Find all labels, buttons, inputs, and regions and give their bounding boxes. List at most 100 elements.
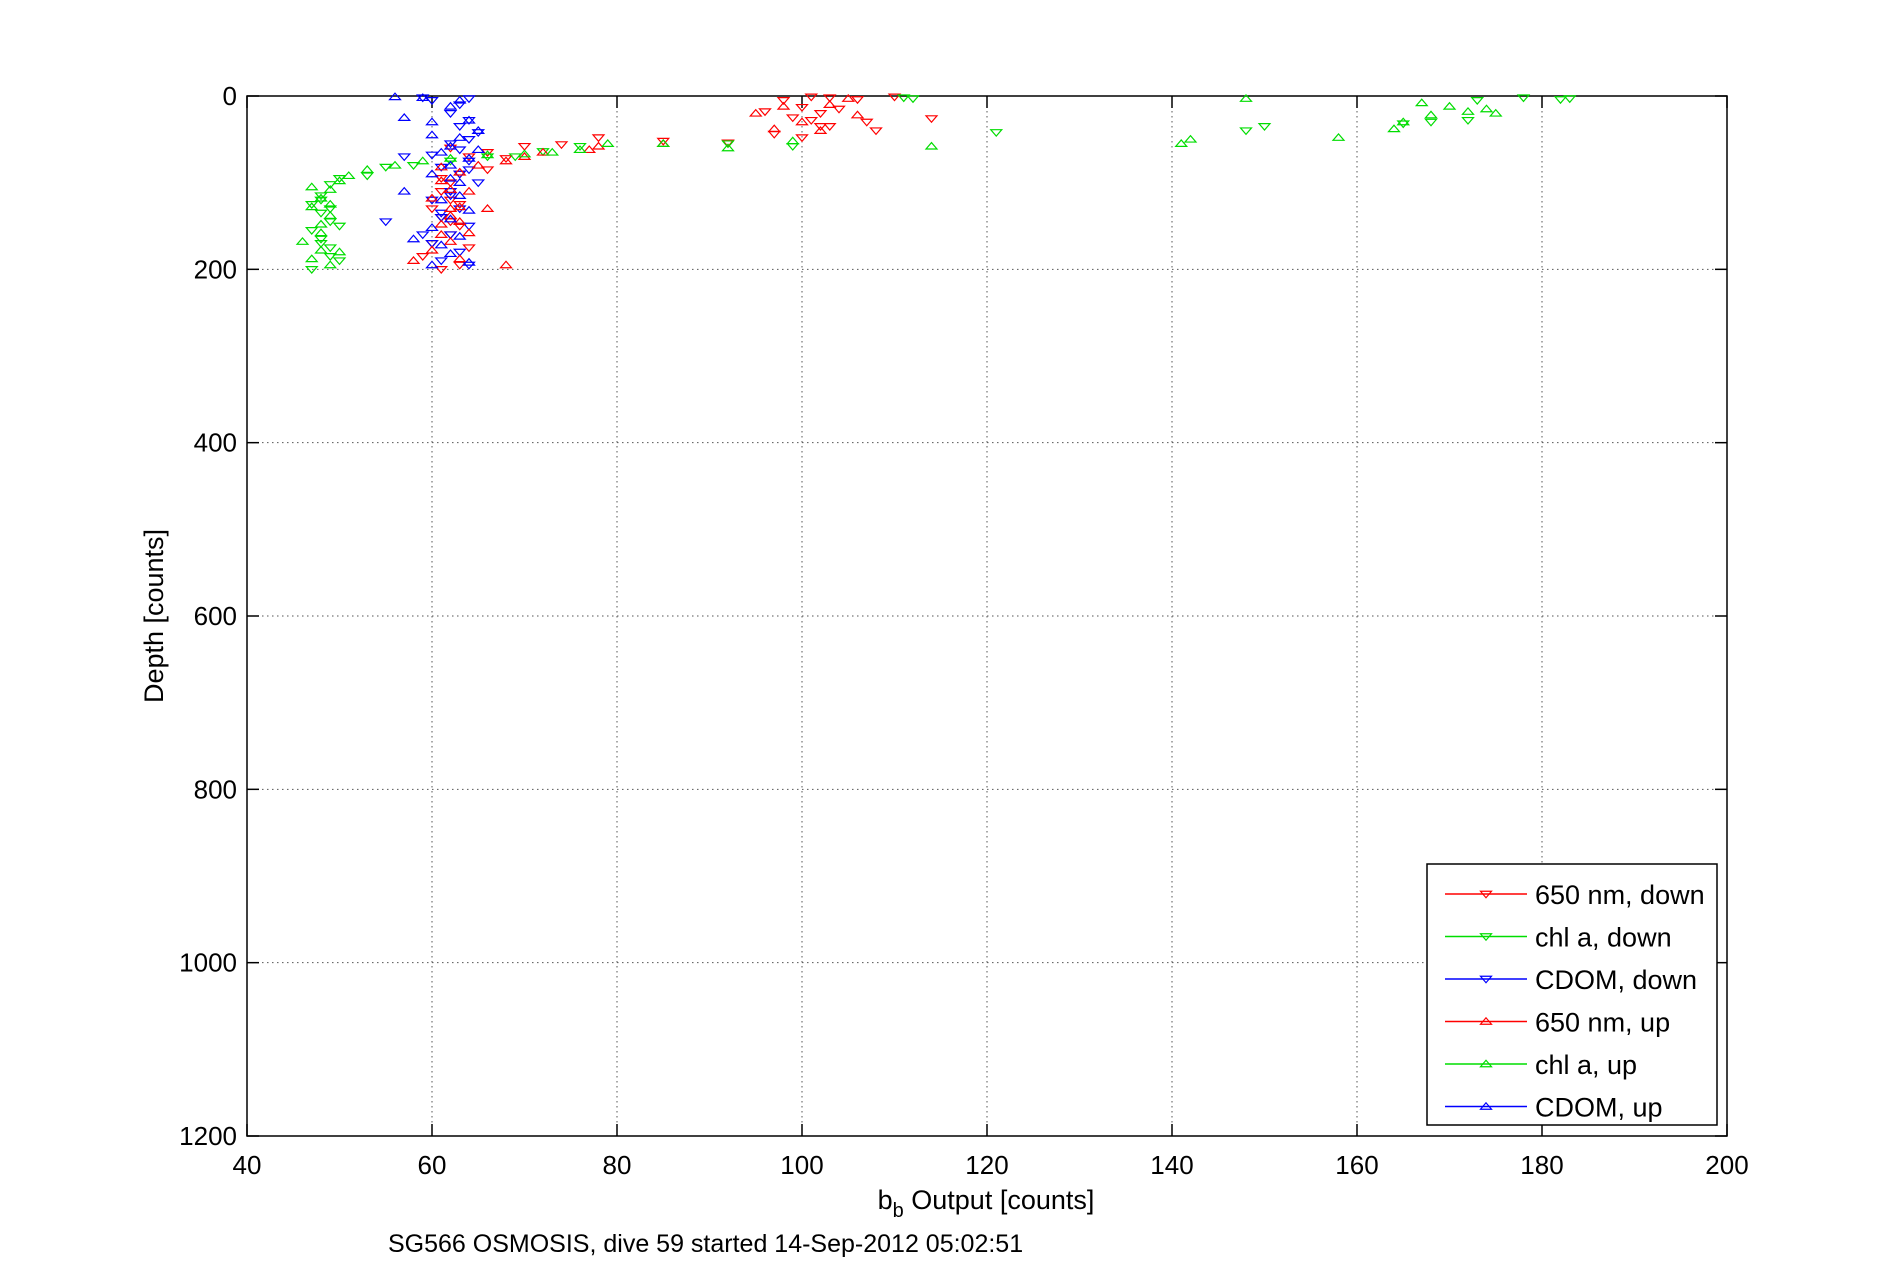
point-chl-a-down <box>314 209 328 218</box>
point-650-nm-up <box>443 184 458 193</box>
point-cdom-down <box>462 136 476 144</box>
point-cdom-up <box>397 113 412 121</box>
point-chl-a-up <box>1239 93 1253 102</box>
legend-label-chl-a-down: chl a, down <box>1535 923 1672 953</box>
point-chl-a-down <box>1239 127 1253 136</box>
point-650-nm-down <box>656 137 671 146</box>
point-650-nm-up <box>452 202 467 211</box>
x-axis-label-rest: Output [counts] <box>904 1185 1095 1215</box>
point-cdom-down <box>452 146 467 155</box>
point-650-nm-down <box>822 123 837 131</box>
point-650-nm-up <box>517 152 532 160</box>
point-650-nm-up <box>767 124 782 133</box>
y-tick-label: 200 <box>194 254 237 284</box>
point-cdom-up <box>443 101 458 110</box>
point-cdom-up <box>388 92 402 101</box>
point-cdom-up <box>462 153 476 162</box>
point-chl-a-up <box>323 199 338 208</box>
point-chl-a-up <box>1479 104 1494 113</box>
x-tick-label: 200 <box>1705 1150 1748 1180</box>
point-cdom-down <box>452 101 467 110</box>
point-650-nm-up <box>536 147 550 156</box>
point-cdom-down <box>378 218 393 227</box>
point-cdom-up <box>471 145 486 154</box>
point-chl-a-down <box>323 181 338 190</box>
point-650-nm-down <box>850 96 865 105</box>
point-chl-a-down <box>1470 97 1485 105</box>
point-650-nm-down <box>452 222 467 231</box>
point-650-nm-down <box>434 175 449 183</box>
point-chl-a-up <box>323 260 338 269</box>
legend-marker-cdom-down <box>1479 975 1493 984</box>
point-chl-a-down <box>314 240 328 248</box>
point-cdom-down <box>434 163 449 172</box>
point-chl-a-up <box>304 202 319 211</box>
point-chl-a-up <box>388 160 402 169</box>
point-cdom-up <box>452 95 467 104</box>
point-650-nm-down <box>804 116 819 125</box>
point-chl-a-up <box>517 149 532 158</box>
point-chl-a-up <box>545 147 560 156</box>
x-tick-label: 60 <box>418 1150 447 1180</box>
point-cdom-up <box>434 240 449 249</box>
legend: 650 nm, down chl a, down CDOM, down 650 nm,… <box>1426 863 1718 1126</box>
point-650-nm-up <box>443 236 458 245</box>
point-cdom-down <box>434 209 449 218</box>
point-chl-a-down <box>323 205 338 214</box>
point-650-nm-down <box>480 166 495 175</box>
point-chl-a-up <box>295 236 310 245</box>
point-chl-a-up <box>1396 117 1411 126</box>
point-650-nm-up <box>776 101 791 110</box>
point-650-nm-down <box>591 134 606 143</box>
legend-label-650-nm-up: 650 nm, up <box>1535 1008 1670 1038</box>
y-tick-label: 1000 <box>179 948 237 978</box>
point-cdom-up <box>452 132 467 141</box>
point-cdom-up <box>397 186 412 195</box>
x-axis-label: bb Output [counts] <box>878 1185 1095 1222</box>
point-cdom-down <box>452 248 467 257</box>
y-tick-label: 0 <box>223 81 237 111</box>
point-650-nm-up <box>425 245 439 254</box>
point-cdom-down <box>462 116 476 125</box>
point-chl-a-up <box>1488 108 1503 117</box>
axis-ticks: 40 60 80 100 120 140 160 180 200 0 200 400 600 800 100… <box>179 81 1749 1180</box>
point-650-nm-up <box>452 217 467 225</box>
point-cdom-up <box>462 257 476 266</box>
point-chl-a-up <box>1183 134 1198 143</box>
point-cdom-up <box>425 260 439 269</box>
point-650-nm-down <box>795 103 809 112</box>
point-650-nm-up <box>822 100 837 108</box>
point-chl-a-up <box>1424 110 1438 119</box>
point-chl-a-up <box>341 171 356 180</box>
x-axis-label-sub: b <box>893 1200 904 1222</box>
point-chl-a-down <box>360 172 375 181</box>
point-chl-a-up <box>332 176 347 185</box>
point-chl-a-up <box>323 210 338 219</box>
point-650-nm-up <box>406 256 421 264</box>
point-cdom-up <box>425 117 439 126</box>
point-chl-a-up <box>314 193 328 202</box>
point-cdom-down <box>462 95 476 104</box>
point-chl-a-down <box>332 257 347 266</box>
point-650-nm-down <box>499 155 513 164</box>
point-cdom-up <box>443 160 458 169</box>
point-cdom-up <box>425 223 439 232</box>
point-cdom-up <box>462 115 476 124</box>
point-650-nm-down <box>869 127 883 136</box>
legend-marker-cdom-up <box>1479 1101 1493 1110</box>
point-chl-a-up <box>721 143 735 152</box>
point-chl-a-up <box>415 156 430 165</box>
point-cdom-down <box>471 179 486 188</box>
point-chl-a-down <box>573 142 587 151</box>
point-650-nm-up <box>425 193 439 202</box>
point-chl-a-up <box>1414 98 1429 107</box>
point-650-nm-down <box>924 115 939 124</box>
point-chl-a-down <box>378 163 393 172</box>
point-650-nm-down <box>804 93 819 102</box>
point-chl-a-up <box>924 141 939 150</box>
point-650-nm-up <box>813 126 828 134</box>
point-chl-a-up <box>600 139 615 147</box>
point-chl-a-down <box>332 222 347 231</box>
point-650-nm-down <box>517 142 532 151</box>
point-cdom-up <box>452 231 467 240</box>
